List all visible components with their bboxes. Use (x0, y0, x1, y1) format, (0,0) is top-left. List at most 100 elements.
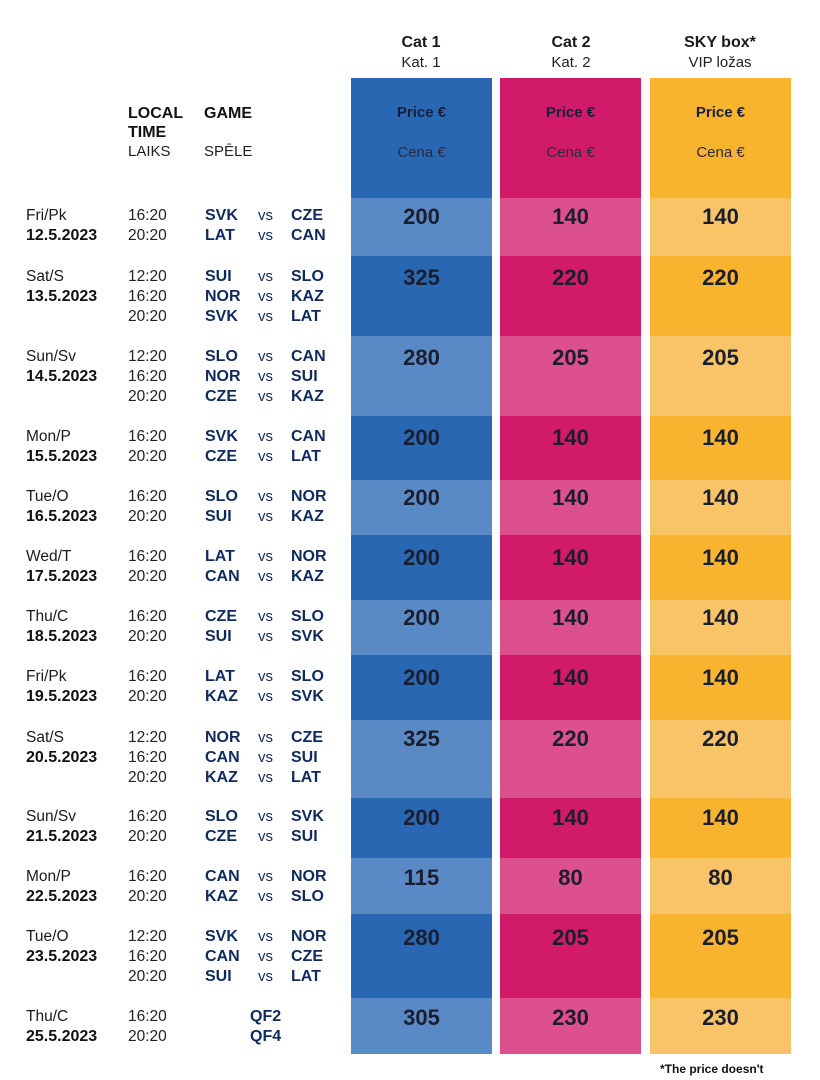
price-value: 140 (702, 485, 739, 510)
game-time: 12:20 (128, 928, 167, 945)
date-label: 23.5.2023 (26, 948, 98, 965)
price-value: 140 (552, 545, 589, 570)
price-band (351, 914, 492, 998)
away-team: SUI (291, 368, 318, 385)
price-value: 200 (403, 805, 440, 830)
game-time: 16:20 (128, 488, 167, 505)
skybox-price-label-lv: Cena € (696, 144, 745, 161)
price-band (351, 198, 492, 256)
date-label: 22.5.2023 (26, 888, 98, 905)
price-value: 205 (552, 345, 589, 370)
price-value: 80 (708, 865, 733, 890)
price-value: 200 (403, 204, 440, 229)
away-team: SLO (291, 608, 324, 625)
price-value: 200 (403, 545, 440, 570)
away-team: LAT (291, 769, 321, 786)
skybox-price-header: Price € Cena € (650, 78, 791, 198)
skybox-price-label: Price € (695, 104, 746, 121)
day-label: Fri/Pk (26, 668, 67, 685)
vs-label: vs (258, 488, 273, 505)
price-band (351, 655, 492, 720)
price-value: 115 (403, 865, 440, 890)
cat1-price-label: Price € (396, 104, 447, 121)
skybox-subtitle: VIP ložas (688, 54, 752, 71)
cat1-column: Price € Cena € 200 325 280 200 200 200 200 200 3… (351, 78, 492, 1054)
price-value: 140 (552, 805, 589, 830)
vs-label: vs (258, 749, 273, 766)
price-value: 280 (403, 925, 440, 950)
price-band (500, 256, 641, 336)
home-team: LAT (205, 548, 235, 565)
price-band (500, 655, 641, 720)
day-label: Fri/Pk (26, 207, 67, 224)
day-label: Sat/S (26, 729, 64, 746)
price-band (351, 798, 492, 858)
price-band (351, 256, 492, 336)
price-value: 325 (403, 265, 440, 290)
home-team: CAN (205, 749, 240, 766)
price-band (500, 798, 641, 858)
date-label: 21.5.2023 (26, 828, 98, 845)
cat1-title: Cat 1 (401, 34, 441, 51)
footnote: *The price doesn't (660, 1062, 764, 1076)
game-time: 16:20 (128, 1008, 167, 1025)
vs-label: vs (258, 368, 273, 385)
price-value: 140 (702, 545, 739, 570)
away-team: SLO (291, 668, 324, 685)
vs-label: vs (258, 428, 273, 445)
price-value: 200 (403, 425, 440, 450)
away-team: SVK (291, 628, 324, 645)
game-time: 16:20 (128, 808, 167, 825)
away-team: CAN (291, 348, 326, 365)
cat2-price-label-lv: Cena € (546, 144, 595, 161)
away-team: CZE (291, 948, 323, 965)
price-band (500, 480, 641, 535)
price-value: 140 (702, 805, 739, 830)
price-band (351, 416, 492, 480)
vs-label: vs (258, 828, 273, 845)
price-band (500, 858, 641, 914)
price-value: 140 (552, 605, 589, 630)
home-team: SVK (205, 308, 238, 325)
away-team: SLO (291, 268, 324, 285)
price-band (351, 998, 492, 1054)
price-band (650, 198, 791, 256)
game-time: 12:20 (128, 268, 167, 285)
home-team: CZE (205, 388, 237, 405)
price-value: 220 (552, 265, 589, 290)
home-team: SLO (205, 808, 238, 825)
vs-label: vs (258, 628, 273, 645)
away-team: SUI (291, 828, 318, 845)
price-value: 140 (702, 665, 739, 690)
away-team: SVK (291, 688, 324, 705)
price-value: 200 (403, 485, 440, 510)
price-band (351, 858, 492, 914)
vs-label: vs (258, 288, 273, 305)
game-time: 16:20 (128, 668, 167, 685)
date-label: 25.5.2023 (26, 1028, 98, 1045)
day-label: Tue/O (26, 488, 69, 505)
home-team: SUI (205, 508, 232, 525)
cat1-header: Cat 1 Kat. 1 (346, 33, 496, 73)
cat2-column: Price € Cena € 140 220 205 140 140 140 140 140 2… (500, 78, 641, 1054)
price-value: 305 (403, 1005, 440, 1030)
price-value: 80 (558, 865, 583, 890)
quarterfinal-label: QF4 (250, 1028, 282, 1045)
price-value: 140 (702, 425, 739, 450)
game-time: 12:20 (128, 729, 167, 746)
price-band (500, 535, 641, 600)
price-band (650, 655, 791, 720)
price-band (500, 720, 641, 798)
vs-label: vs (258, 548, 273, 565)
home-team: CZE (205, 608, 237, 625)
game-header: GAME . SPĒLE (204, 104, 252, 162)
home-team: SLO (205, 348, 238, 365)
vs-label: vs (258, 888, 273, 905)
home-team: CAN (205, 568, 240, 585)
game-time: 16:20 (128, 749, 167, 766)
skybox-column: Price € Cena € 140 220 205 140 140 140 140 140 2… (650, 78, 791, 1054)
vs-label: vs (258, 688, 273, 705)
cat1-price-label-lv: Cena € (397, 144, 446, 161)
time-header: LOCAL TIME LAIKS (128, 104, 183, 162)
vs-label: vs (258, 227, 273, 244)
